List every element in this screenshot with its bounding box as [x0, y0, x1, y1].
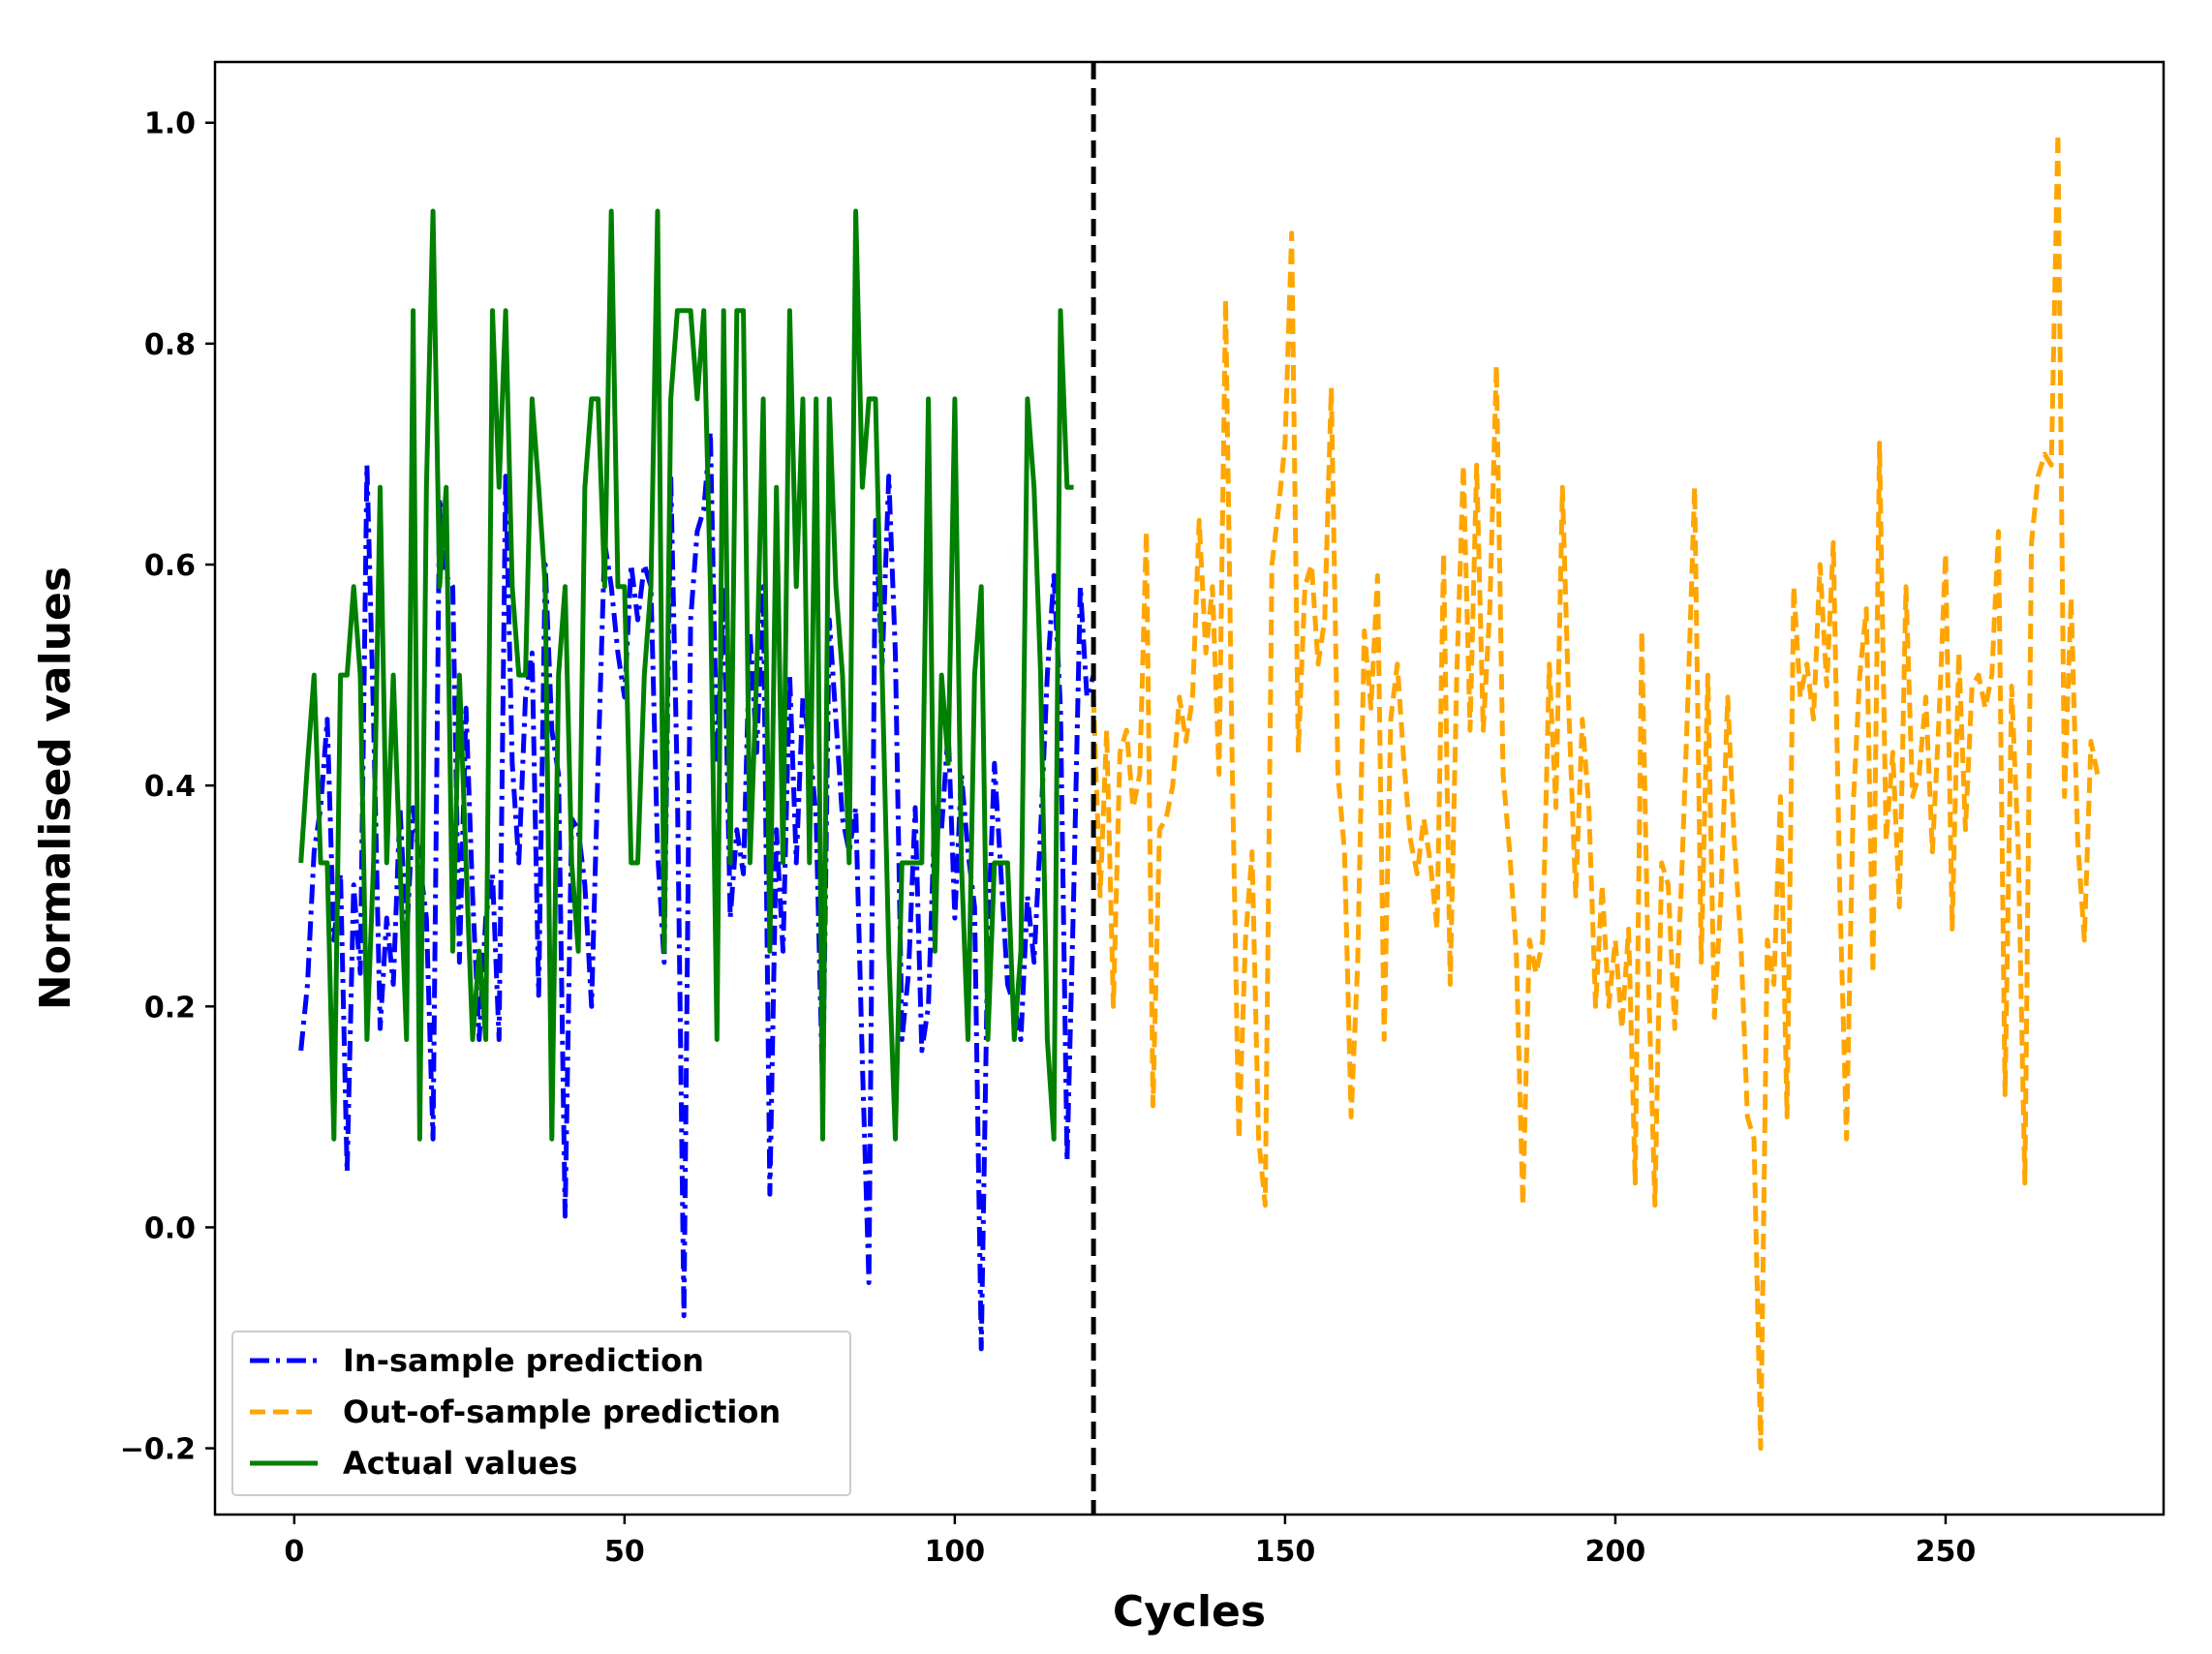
x-axis-title: Cycles: [1113, 1587, 1266, 1637]
series-line-out-of-sample-prediction: [1091, 131, 2101, 1452]
plot-frame: [213, 60, 2166, 1516]
y-axis-title: Normalised values: [31, 567, 80, 1010]
x-tick-label: 50: [604, 1535, 645, 1569]
x-tick-label: 0: [284, 1535, 304, 1569]
series-line-in-sample-prediction: [298, 429, 1096, 1352]
y-tick-label: 0.8: [144, 328, 196, 362]
y-tick-label: 0.0: [144, 1211, 196, 1245]
x-axis: 0 50 100 150 200 250: [284, 1515, 1976, 1569]
y-tick-label: 1.0: [144, 107, 196, 141]
x-tick-label: 150: [1255, 1535, 1316, 1569]
y-tick-label: −0.2: [120, 1433, 196, 1467]
plot-series: [298, 131, 2101, 1452]
legend-label-in-sample: In-sample prediction: [343, 1342, 704, 1379]
y-tick-label: 0.4: [144, 770, 196, 804]
x-tick-label: 100: [925, 1535, 986, 1569]
legend: In-sample prediction Out-of-sample predi…: [231, 1331, 851, 1496]
y-tick-label: 0.6: [144, 549, 196, 583]
y-tick-label: 0.2: [144, 991, 196, 1025]
series-line-actual-values: [298, 208, 1074, 1142]
x-tick-label: 200: [1585, 1535, 1646, 1569]
x-tick-label: 250: [1916, 1535, 1977, 1569]
legend-box: [231, 1331, 851, 1496]
legend-label-out-of-sample: Out-of-sample prediction: [343, 1394, 781, 1430]
y-axis: −0.2 0.0 0.2 0.4 0.6 0.8 1.0: [120, 107, 215, 1467]
legend-label-actual: Actual values: [343, 1445, 577, 1482]
